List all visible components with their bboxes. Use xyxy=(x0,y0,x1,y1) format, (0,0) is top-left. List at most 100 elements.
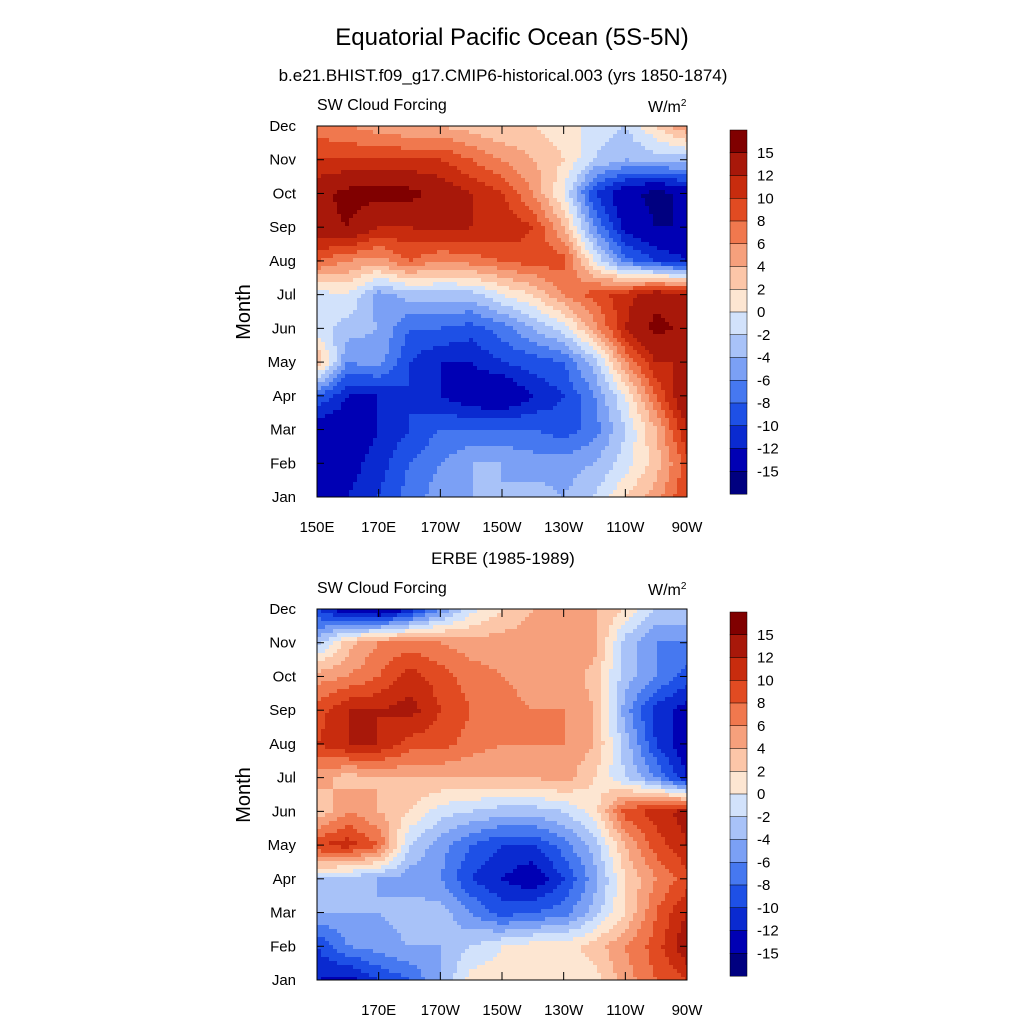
heatmap-cell xyxy=(685,126,688,131)
heatmap-cell xyxy=(513,254,518,259)
heatmap-cell xyxy=(557,318,562,323)
heatmap-cell xyxy=(381,302,386,307)
heatmap-cell xyxy=(493,130,498,135)
heatmap-cell xyxy=(481,226,486,231)
heatmap-cell xyxy=(445,186,450,191)
heatmap-cell xyxy=(429,206,434,211)
heatmap-cell xyxy=(685,238,688,243)
heatmap-cell xyxy=(533,194,538,199)
heatmap-cell xyxy=(473,250,478,255)
heatmap-cell xyxy=(685,198,688,203)
heatmap-cell xyxy=(509,258,514,263)
heatmap-cell xyxy=(609,254,614,259)
heatmap-cell xyxy=(541,322,546,327)
heatmap-cell xyxy=(497,142,502,147)
heatmap-cell xyxy=(341,190,346,195)
heatmap-cell xyxy=(413,142,418,147)
heatmap-cell xyxy=(477,298,482,303)
heatmap-cell xyxy=(493,294,498,299)
heatmap-cell xyxy=(649,214,654,219)
heatmap-cell xyxy=(521,314,526,319)
heatmap-cell xyxy=(369,138,374,143)
heatmap-cell xyxy=(617,146,622,151)
heatmap-cell xyxy=(533,218,538,223)
heatmap-cell xyxy=(621,166,626,171)
heatmap-cell xyxy=(357,266,362,271)
heatmap-cell xyxy=(453,262,458,267)
heatmap-cell xyxy=(489,258,494,263)
heatmap-cell xyxy=(409,210,414,215)
heatmap-cell xyxy=(369,278,374,283)
heatmap-cell xyxy=(477,174,482,179)
heatmap-cell xyxy=(681,278,686,283)
heatmap-cell xyxy=(685,334,688,339)
heatmap-cell xyxy=(333,326,338,331)
heatmap-cell xyxy=(485,306,490,311)
heatmap-cell xyxy=(385,338,390,343)
heatmap-cell xyxy=(429,258,434,263)
heatmap-cell xyxy=(413,302,418,307)
heatmap-cell xyxy=(669,138,674,143)
heatmap-cell xyxy=(457,230,462,235)
heatmap-cell xyxy=(381,294,386,299)
heatmap-cell xyxy=(617,266,622,271)
heatmap-cell xyxy=(553,230,558,235)
heatmap-cell xyxy=(545,170,550,175)
heatmap-cell xyxy=(677,270,682,275)
heatmap-cell xyxy=(629,202,634,207)
heatmap-cell xyxy=(373,246,378,251)
heatmap-cell xyxy=(481,190,486,195)
heatmap-cell xyxy=(337,266,342,271)
heatmap-cell xyxy=(317,166,322,171)
heatmap-cell xyxy=(665,290,670,295)
heatmap-cell xyxy=(445,250,450,255)
heatmap-cell xyxy=(409,246,414,251)
heatmap-cell xyxy=(401,194,406,199)
heatmap-cell xyxy=(469,242,474,247)
heatmap-cell xyxy=(381,130,386,135)
heatmap-cell xyxy=(581,310,586,315)
heatmap-cell xyxy=(517,182,522,187)
heatmap-cell xyxy=(565,194,570,199)
heatmap-cell xyxy=(637,166,642,171)
heatmap-cell xyxy=(665,226,670,231)
heatmap-cell xyxy=(645,282,650,287)
heatmap-cell xyxy=(345,238,350,243)
heatmap-cell xyxy=(445,246,450,251)
heatmap-cell xyxy=(605,334,610,339)
heatmap-cell xyxy=(657,186,662,191)
heatmap-cell xyxy=(569,154,574,159)
heatmap-cell xyxy=(353,310,358,315)
heatmap-cell xyxy=(453,270,458,275)
heatmap-cell xyxy=(325,282,330,287)
heatmap-cell xyxy=(577,290,582,295)
heatmap-cell xyxy=(369,298,374,303)
heatmap-cell xyxy=(409,294,414,299)
heatmap-cell xyxy=(517,126,522,131)
heatmap-cell xyxy=(661,290,666,295)
heatmap-cell xyxy=(417,302,422,307)
heatmap-cell xyxy=(649,246,654,251)
heatmap-cell xyxy=(673,286,678,291)
heatmap-cell xyxy=(621,294,626,299)
heatmap-cell xyxy=(353,286,358,291)
heatmap-cell xyxy=(573,326,578,331)
heatmap-cell xyxy=(585,322,590,327)
heatmap-cell xyxy=(425,234,430,239)
heatmap-cell xyxy=(485,334,490,339)
heatmap-cell xyxy=(381,238,386,243)
heatmap-cell xyxy=(405,338,410,343)
heatmap-cell xyxy=(473,226,478,231)
heatmap-cell xyxy=(377,246,382,251)
heatmap-cell xyxy=(349,314,354,319)
heatmap-cell xyxy=(537,270,542,275)
heatmap-cell xyxy=(665,174,670,179)
heatmap-cell xyxy=(593,158,598,163)
heatmap-cell xyxy=(685,278,688,283)
heatmap-cell xyxy=(489,178,494,183)
heatmap-cell xyxy=(505,166,510,171)
heatmap-cell xyxy=(509,234,514,239)
heatmap-cell xyxy=(597,202,602,207)
heatmap-cell xyxy=(529,306,534,311)
heatmap-cell xyxy=(437,198,442,203)
